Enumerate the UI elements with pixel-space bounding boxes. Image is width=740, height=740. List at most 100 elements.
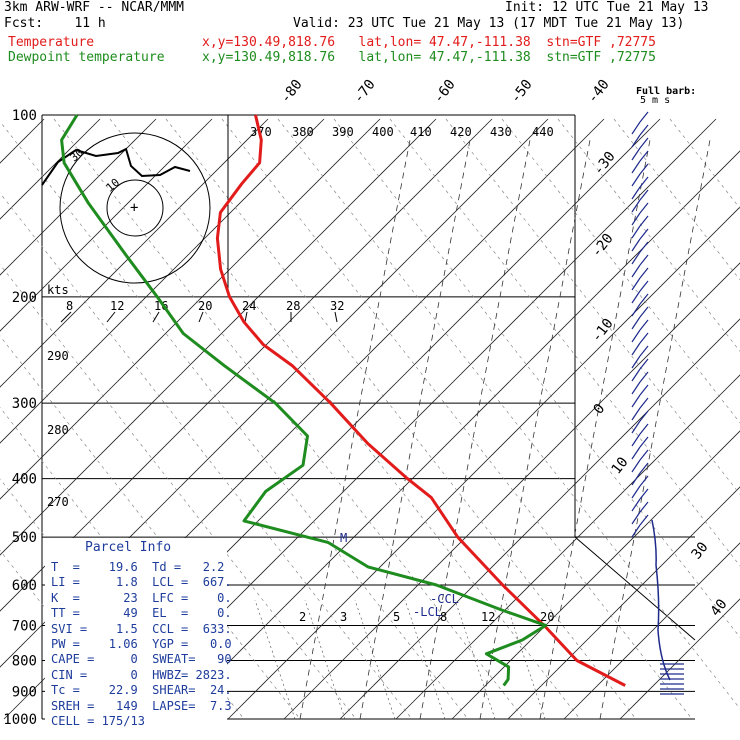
dry-adiabat bbox=[0, 118, 437, 556]
wind-barb bbox=[631, 472, 641, 486]
dewpoint-legend-label: Dewpoint temperature bbox=[8, 50, 165, 65]
dry-adiabat bbox=[563, 542, 740, 720]
dry-adiabat bbox=[619, 598, 740, 720]
parcel-info-row: Tc = 22.9 SHEAR= 24. bbox=[51, 683, 232, 698]
hodograph-center: + bbox=[130, 200, 138, 216]
hodograph-speed-line bbox=[60, 311, 72, 323]
wind-barb bbox=[631, 420, 641, 434]
wind-barb bbox=[631, 368, 641, 382]
theta-label: 270 bbox=[47, 495, 69, 509]
mixing-ratio-line bbox=[304, 599, 346, 720]
wind-barb-flag bbox=[639, 280, 649, 292]
wind-barb-flag bbox=[639, 137, 649, 149]
hodograph-speed-tick: 12 bbox=[110, 299, 124, 313]
barb-legend-unit: 5 m s bbox=[640, 95, 670, 106]
wind-barb-flag bbox=[639, 176, 649, 188]
mixing-ratio-line bbox=[454, 599, 496, 720]
wind-barb-flag bbox=[639, 384, 649, 396]
wind-barb bbox=[631, 407, 641, 421]
wind-barb bbox=[631, 290, 641, 304]
dry-adiabat bbox=[339, 318, 740, 720]
isotherm-line bbox=[501, 118, 740, 424]
parcel-info-row: CELL = 175/13 bbox=[51, 714, 145, 728]
wind-barb bbox=[631, 238, 641, 252]
isotherm-line bbox=[277, 118, 740, 710]
wind-barb-flag bbox=[639, 475, 649, 487]
dry-adiabat bbox=[395, 374, 740, 720]
wind-barb bbox=[631, 446, 641, 460]
pressure-tick-label: 500 bbox=[12, 530, 37, 546]
wind-barb-flag bbox=[639, 449, 649, 461]
moist-adiabat bbox=[479, 139, 591, 720]
parcel-info-row: CIN = 0 HWBZ= 2823. bbox=[51, 667, 232, 682]
isotherm-line bbox=[221, 118, 693, 720]
dewpoint-profile bbox=[60, 114, 548, 687]
wind-barb bbox=[631, 459, 641, 473]
isotherm-line bbox=[109, 118, 581, 720]
isotherm-label: -50 bbox=[508, 77, 536, 107]
dry-adiabat bbox=[0, 118, 493, 612]
wind-barb bbox=[631, 212, 641, 226]
hodograph-ring-label: 10 bbox=[104, 176, 123, 194]
wind-barb bbox=[631, 342, 641, 356]
pressure-tick-label: 900 bbox=[12, 684, 37, 700]
dry-adiabat bbox=[227, 206, 740, 720]
wind-barb-flag bbox=[639, 371, 649, 383]
dry-adiabat bbox=[0, 118, 269, 388]
pressure-tick-label: 1000 bbox=[3, 712, 37, 728]
wind-barb bbox=[631, 316, 641, 330]
wind-barb-flag bbox=[639, 189, 649, 201]
wind-barb-flag bbox=[639, 397, 649, 409]
parcel-info-row: LI = 1.8 LCL = 667. bbox=[51, 575, 232, 590]
mixing-ratio-label: 2 bbox=[299, 610, 306, 624]
wind-barb bbox=[631, 485, 641, 499]
mixing-ratio-label: 8 bbox=[440, 610, 447, 624]
wind-barb bbox=[631, 433, 641, 447]
wind-barb-flag bbox=[639, 332, 649, 344]
pressure-tick-label: 100 bbox=[12, 108, 37, 124]
hodograph-ring bbox=[106, 179, 164, 237]
wind-barb-flag bbox=[639, 358, 649, 370]
isotherm-line bbox=[613, 118, 740, 281]
parcel-info-row: CAPE = 0 SWEAT= 90 bbox=[51, 652, 232, 667]
dry-adiabat bbox=[0, 118, 157, 276]
pressure-tick-label: 700 bbox=[12, 618, 37, 634]
parcel-info-row: SREH = 149 LAPSE= 7.3 bbox=[51, 698, 232, 713]
theta-label: 280 bbox=[47, 423, 69, 437]
wind-barb-flag bbox=[639, 514, 649, 526]
wind-barb bbox=[631, 381, 641, 395]
isotherm-line bbox=[445, 118, 740, 495]
wind-barb-flag bbox=[639, 462, 649, 474]
hodograph-unit-label: kts bbox=[47, 283, 69, 297]
wind-barb-flag bbox=[639, 124, 649, 136]
parcel-info-row: T = 19.6 Td = 2.2 bbox=[51, 560, 225, 574]
theta-label: 430 bbox=[490, 125, 512, 139]
wind-barb-flag bbox=[639, 228, 649, 240]
wind-barb-flag bbox=[639, 293, 649, 305]
wind-barb-flag bbox=[639, 111, 649, 123]
wind-barb-flag bbox=[639, 410, 649, 422]
wind-barb-flag bbox=[639, 241, 649, 253]
wind-barb bbox=[631, 524, 641, 538]
parcel-info-row: SVI = 1.5 CCL = 633. bbox=[51, 621, 232, 636]
temperature-legend-label: Temperature bbox=[8, 35, 95, 50]
hodograph-speed-tick: 28 bbox=[286, 299, 300, 313]
hodograph-speed-tick: 8 bbox=[66, 299, 73, 313]
wind-barb bbox=[631, 251, 641, 265]
wind-barb-flag bbox=[639, 345, 649, 357]
isotherm-line bbox=[333, 118, 740, 638]
hodograph-trace bbox=[41, 147, 191, 186]
mixing-ratio-label: 5 bbox=[393, 610, 400, 624]
valid-time: Valid: 23 UTC Tue 21 May 13 (17 MDT Tue … bbox=[293, 16, 685, 31]
theta-label: 410 bbox=[410, 125, 432, 139]
el-marker: M bbox=[340, 531, 347, 545]
pressure-tick-label: 400 bbox=[12, 472, 37, 488]
wind-barb-flag bbox=[639, 163, 649, 175]
temperature-legend-meta: x,y=130.49,818.76 lat,lon= 47.47,-111.38… bbox=[202, 35, 656, 50]
isotherm-label: -70 bbox=[351, 77, 379, 107]
hodograph-speed-line bbox=[106, 311, 116, 323]
isotherm-label: -40 bbox=[585, 77, 613, 107]
mixing-ratio-line bbox=[404, 599, 446, 720]
isotherm-label: -60 bbox=[431, 77, 459, 107]
wind-barb bbox=[631, 329, 641, 343]
